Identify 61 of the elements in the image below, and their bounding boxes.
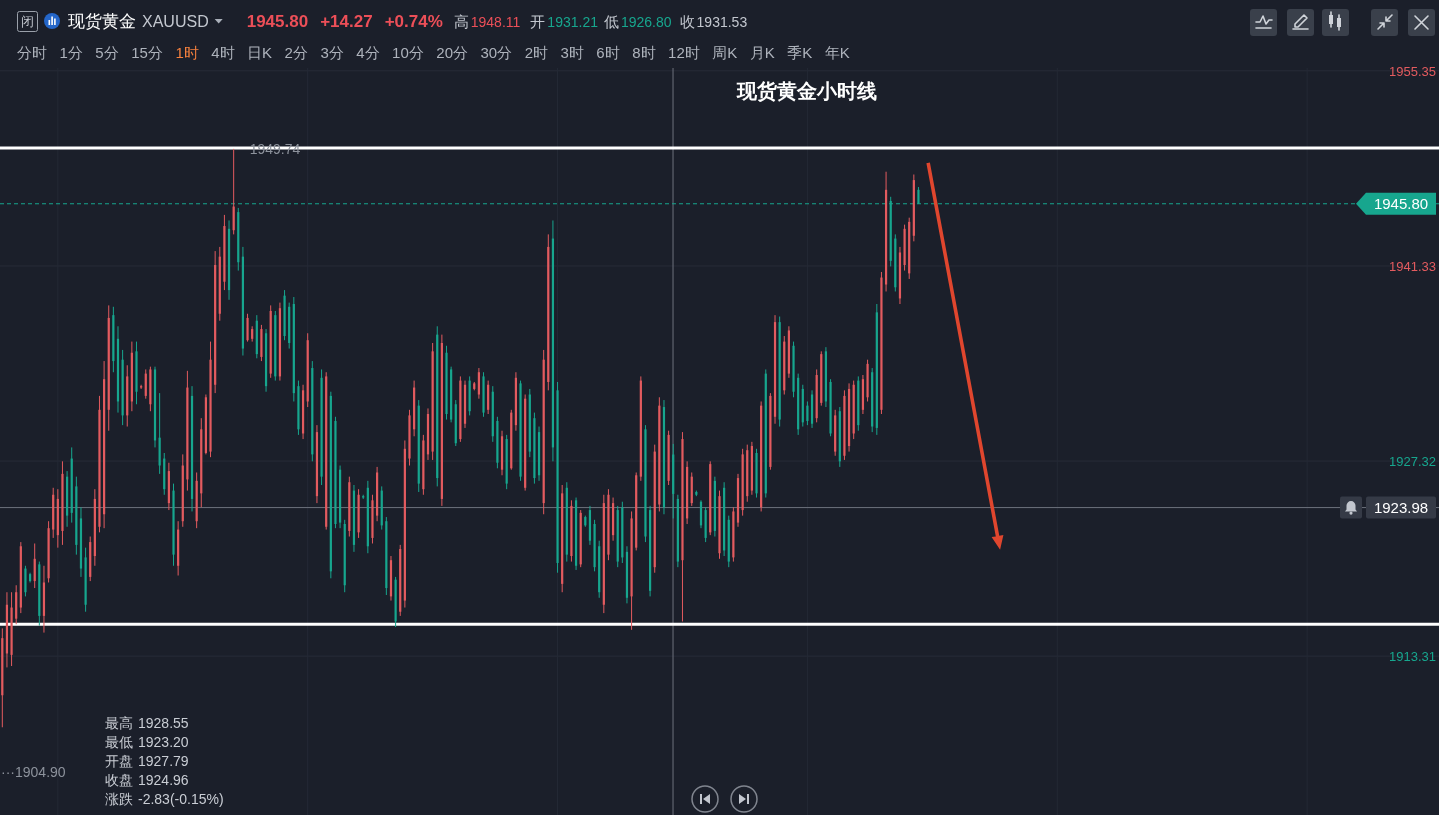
candlestick xyxy=(246,313,249,343)
text: +14.27 xyxy=(320,12,373,31)
annotation: 收盘 xyxy=(105,772,133,788)
text: 3时 xyxy=(560,44,584,61)
text: XAUUSD xyxy=(142,13,209,30)
annotation: 1924.96 xyxy=(138,772,189,788)
text: 5分 xyxy=(95,44,119,61)
text: 10分 xyxy=(392,44,424,61)
text: 收 xyxy=(679,13,695,30)
y-tick-label: 1955.35 xyxy=(1389,63,1436,79)
text: 15分 xyxy=(131,44,163,61)
text: 2分 xyxy=(284,44,308,61)
y-tick-label: 1927.32 xyxy=(1389,454,1436,470)
y-tick-label: 1941.33 xyxy=(1389,258,1436,274)
text: 4分 xyxy=(356,44,380,61)
candlestick xyxy=(477,367,480,400)
text: 月K xyxy=(749,44,775,61)
candlestick xyxy=(140,384,143,390)
text: 1931.53 xyxy=(696,14,748,30)
y-tick-label: 1913.31 xyxy=(1389,649,1436,665)
text: 1945.80 xyxy=(246,12,309,31)
text: 现货黄金 xyxy=(68,12,136,31)
candlestick xyxy=(33,542,36,589)
annotation: 最低 xyxy=(105,734,133,750)
text: 高 xyxy=(453,13,469,30)
ref-line-label: 1923.98 xyxy=(1373,499,1429,517)
text: 1926.80 xyxy=(620,14,672,30)
candlestick xyxy=(144,368,147,400)
text: 1时 xyxy=(175,44,199,61)
text: 周K xyxy=(712,44,738,61)
text: 低 xyxy=(603,13,619,30)
annotation: 最高 xyxy=(105,715,133,731)
annotation: 1923.20 xyxy=(138,734,189,750)
text: 12时 xyxy=(668,44,700,61)
text: 1948.11 xyxy=(470,14,521,30)
annotation: 开盘 xyxy=(105,753,133,769)
annotation: ···1904.90 xyxy=(1,764,66,780)
text: 2时 xyxy=(524,44,549,61)
candlestick xyxy=(806,400,809,426)
annotation: 1928.55 xyxy=(138,715,189,731)
text: 20分 xyxy=(436,44,468,61)
text: 开 xyxy=(530,13,546,30)
annotation: 1949.74 xyxy=(249,140,301,157)
text: 季K xyxy=(787,44,813,61)
text: 分时 xyxy=(17,44,47,61)
text: 年K xyxy=(824,44,850,61)
text: 3分 xyxy=(320,44,344,61)
annotation: 1927.79 xyxy=(138,753,189,769)
text: 1931.21 xyxy=(547,14,599,30)
text: 8时 xyxy=(632,44,656,61)
text: 4时 xyxy=(211,44,235,61)
ref-line-label: 1945.80 xyxy=(1373,195,1429,213)
text: 6时 xyxy=(596,44,620,61)
text: 日K xyxy=(247,44,273,61)
text: 30分 xyxy=(480,44,513,61)
candlestick xyxy=(24,565,27,597)
annotation: 涨跌 xyxy=(105,791,133,807)
annotation: -2.83(-0.15%) xyxy=(138,791,224,807)
text: 现货黄金小时线 xyxy=(736,80,878,102)
text: 1分 xyxy=(59,44,83,61)
text: +0.74% xyxy=(384,12,443,31)
